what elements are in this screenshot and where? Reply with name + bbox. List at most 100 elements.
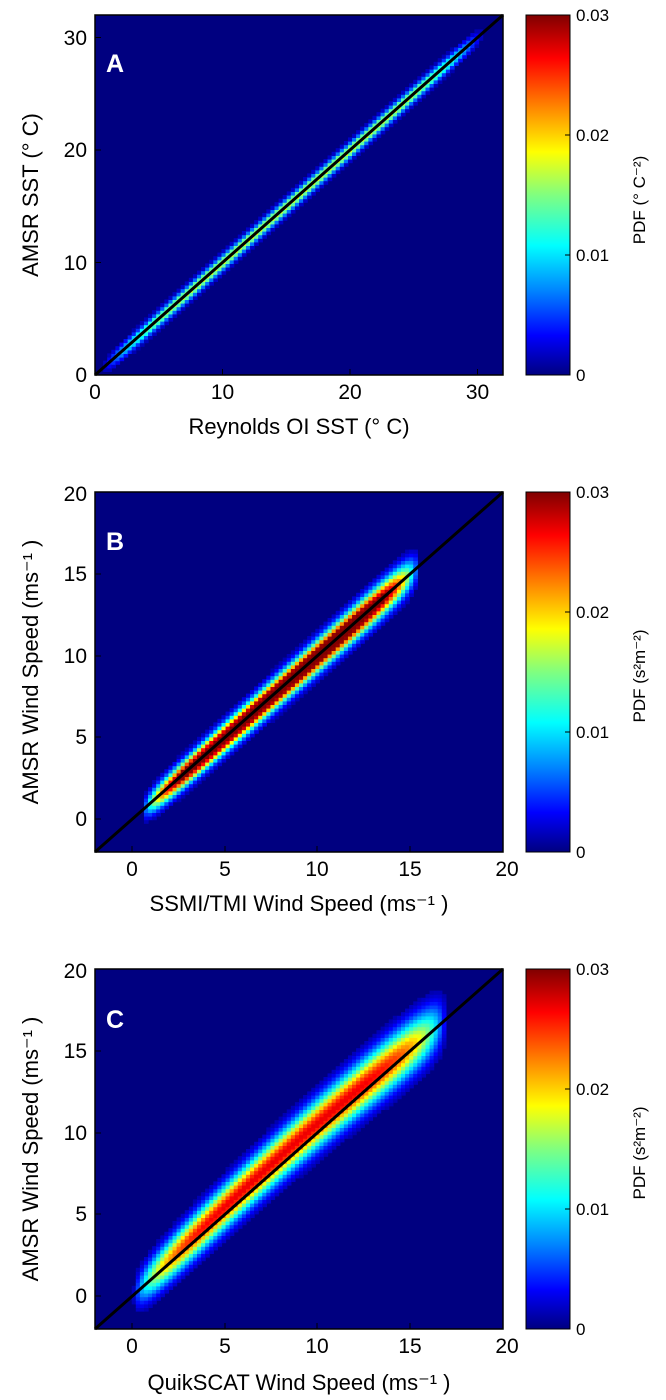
heatmap-cell xyxy=(262,718,267,723)
heatmap-cell xyxy=(368,1095,374,1100)
heatmap-cell xyxy=(258,1206,263,1211)
heatmap-cell xyxy=(176,1260,182,1265)
heatmap-cell xyxy=(286,1109,292,1114)
heatmap-cell xyxy=(307,1095,312,1100)
heatmap-cell xyxy=(274,1127,280,1132)
heatmap-cell xyxy=(225,1177,231,1182)
heatmap-cell xyxy=(188,758,194,763)
heatmap-cell xyxy=(409,1033,414,1038)
heatmap-cell xyxy=(368,1037,374,1042)
heatmap-cell xyxy=(245,234,251,239)
heatmap-cell xyxy=(392,1087,398,1092)
heatmap-cell xyxy=(148,794,153,799)
heatmap-cell xyxy=(217,1195,223,1200)
heatmap-cell xyxy=(315,639,320,644)
heatmap-cell xyxy=(327,1077,333,1082)
heatmap-cell xyxy=(364,123,369,128)
heatmap-cell xyxy=(376,1102,382,1107)
heatmap-cell xyxy=(270,715,276,720)
heatmap-cell xyxy=(347,1120,353,1125)
heatmap-cell xyxy=(396,1077,402,1082)
heatmap-cell xyxy=(245,1213,251,1218)
heatmap-cell xyxy=(311,1138,316,1143)
heatmap-cell xyxy=(372,1109,378,1114)
heatmap-cell xyxy=(401,582,406,587)
heatmap-cell xyxy=(148,1260,153,1265)
heatmap-cell xyxy=(396,115,402,120)
heatmap-cell xyxy=(429,994,435,999)
heatmap-cell xyxy=(437,1019,443,1024)
heatmap-cell xyxy=(331,1141,337,1146)
heatmap-cell xyxy=(282,1174,288,1179)
heatmap-cell xyxy=(282,1185,288,1190)
heatmap-cell xyxy=(425,1023,431,1028)
heatmap-cell xyxy=(172,1235,178,1240)
heatmap-cell xyxy=(425,1008,431,1013)
heatmap-cell xyxy=(176,787,182,792)
heatmap-cell xyxy=(156,1293,161,1298)
heatmap-cell xyxy=(343,148,349,153)
heatmap-cell xyxy=(396,1051,402,1056)
heatmap-cell xyxy=(335,639,341,644)
heatmap-cell xyxy=(233,1170,239,1175)
heatmap-cell xyxy=(388,1069,394,1074)
heatmap-cell xyxy=(262,220,267,225)
heatmap-cell xyxy=(184,780,190,785)
heatmap-cell xyxy=(258,726,263,731)
heatmap-cell xyxy=(250,238,255,243)
heatmap-cell xyxy=(250,245,255,250)
heatmap-cell xyxy=(417,1030,422,1035)
heatmap-cell xyxy=(180,790,186,795)
heatmap-cell xyxy=(278,679,284,684)
heatmap-cell xyxy=(339,1131,345,1136)
heatmap-cell xyxy=(392,1073,398,1078)
heatmap-cell xyxy=(148,1300,153,1305)
heatmap-cell xyxy=(315,1156,320,1161)
heatmap-cell xyxy=(270,223,276,228)
heatmap-cell xyxy=(449,65,455,70)
heatmap-cell xyxy=(180,1271,186,1276)
heatmap-cell xyxy=(152,1271,157,1276)
heatmap-cell xyxy=(294,1152,300,1157)
heatmap-cell xyxy=(233,1210,239,1215)
heatmap-cell xyxy=(168,1231,174,1236)
heatmap-cell xyxy=(192,780,198,785)
heatmap-cell xyxy=(111,364,116,369)
heatmap-cell xyxy=(188,1210,194,1215)
heatmap-cell xyxy=(286,661,292,666)
heatmap-cell xyxy=(294,690,300,695)
heatmap-cell xyxy=(152,1296,157,1301)
x-tick-label: 10 xyxy=(305,1335,328,1358)
heatmap-cell xyxy=(152,1289,157,1294)
heatmap-cell xyxy=(197,277,202,282)
heatmap-cell xyxy=(396,1066,402,1071)
heatmap-cell xyxy=(164,1242,170,1247)
heatmap-cell xyxy=(315,668,320,673)
heatmap-cell xyxy=(368,137,374,142)
heatmap-cell xyxy=(266,1199,272,1204)
heatmap-cell xyxy=(294,1131,300,1136)
heatmap-cell xyxy=(250,1145,255,1150)
heatmap-cell xyxy=(303,1131,308,1136)
heatmap-cell xyxy=(311,675,316,680)
heatmap-cell xyxy=(237,704,243,709)
heatmap-cell xyxy=(372,1102,378,1107)
heatmap-cell xyxy=(197,1253,202,1258)
colorbar-tick-label: 0 xyxy=(576,1320,585,1339)
heatmap-cell xyxy=(376,1044,382,1049)
heatmap-cell xyxy=(384,1080,390,1085)
heatmap-cell xyxy=(172,787,178,792)
heatmap-cell xyxy=(266,718,272,723)
heatmap-cell xyxy=(384,1087,390,1092)
heatmap-cell xyxy=(201,1239,206,1244)
heatmap-cell xyxy=(343,141,349,146)
heatmap-cell xyxy=(319,675,325,680)
heatmap-cell xyxy=(152,328,157,333)
heatmap-cell xyxy=(327,650,333,655)
heatmap-cell xyxy=(474,33,480,38)
heatmap-cell xyxy=(331,1145,337,1150)
heatmap-cell xyxy=(331,643,337,648)
heatmap-cell xyxy=(168,1278,174,1283)
heatmap-cell xyxy=(339,625,345,630)
heatmap-cell xyxy=(225,1224,231,1229)
